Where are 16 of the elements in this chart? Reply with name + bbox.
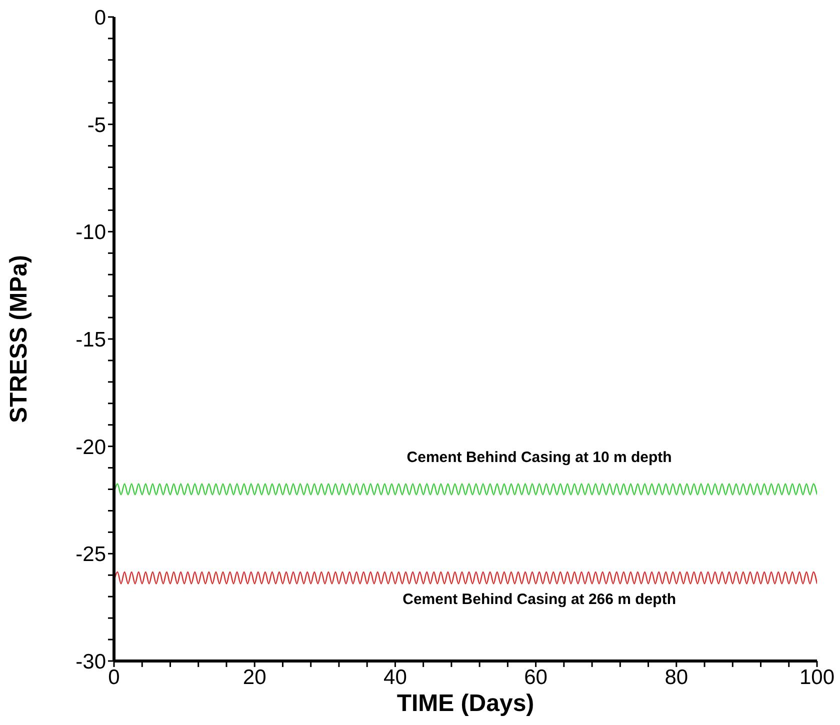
y-tick-label: 0 bbox=[94, 6, 106, 30]
x-tick-label: 80 bbox=[664, 666, 688, 689]
x-tick-label: 60 bbox=[524, 666, 548, 689]
x-tick-label: 20 bbox=[242, 666, 266, 689]
x-tick-label: 100 bbox=[799, 666, 835, 689]
y-tick-label: -20 bbox=[76, 436, 106, 459]
y-tick-label: -15 bbox=[76, 328, 106, 352]
x-axis-title: TIME (Days) bbox=[396, 690, 534, 717]
series-label: Cement Behind Casing at 10 m depth bbox=[406, 448, 672, 466]
series-label: Cement Behind Casing at 266 m depth bbox=[402, 590, 676, 608]
x-tick-label: 40 bbox=[384, 666, 407, 689]
y-tick-label: -30 bbox=[76, 650, 106, 674]
y-tick-label: -10 bbox=[76, 221, 106, 244]
y-axis-title: STRESS (MPa) bbox=[6, 254, 33, 424]
y-tick-label: -25 bbox=[76, 543, 106, 566]
y-tick-label: -5 bbox=[87, 114, 106, 137]
